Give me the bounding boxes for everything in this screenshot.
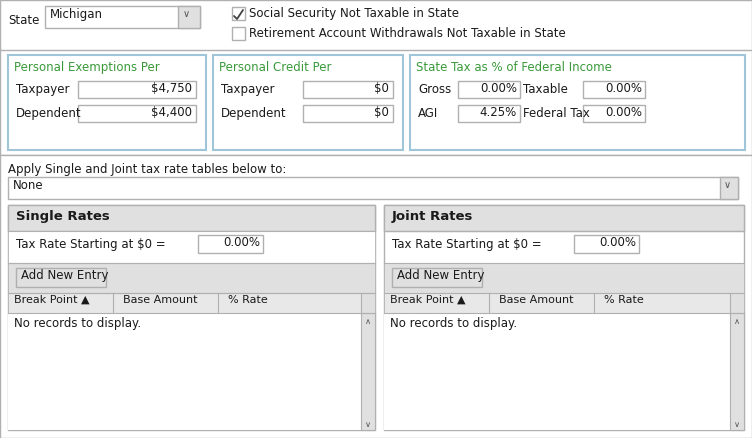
Bar: [198, 235, 263, 253]
Text: Social Security Not Taxable in State: Social Security Not Taxable in State: [249, 7, 459, 20]
Text: % Rate: % Rate: [604, 295, 644, 305]
Text: State: State: [8, 14, 39, 27]
Bar: [730, 293, 744, 313]
Bar: [8, 293, 375, 313]
Bar: [8, 55, 206, 150]
Bar: [574, 235, 639, 253]
Text: $4,400: $4,400: [151, 106, 192, 119]
Bar: [730, 313, 744, 430]
Text: ∨: ∨: [365, 420, 371, 429]
Text: ∧: ∧: [734, 317, 740, 326]
Bar: [8, 177, 738, 199]
Text: Tax Rate Starting at $0 =: Tax Rate Starting at $0 =: [16, 238, 165, 251]
Text: 0.00%: 0.00%: [599, 236, 636, 249]
Bar: [303, 81, 393, 98]
Text: Joint Rates: Joint Rates: [392, 210, 473, 223]
Text: ∧: ∧: [365, 317, 371, 326]
Bar: [232, 27, 245, 40]
Bar: [303, 105, 393, 122]
Text: Add New Entry: Add New Entry: [397, 269, 484, 282]
Text: ∨: ∨: [724, 180, 731, 190]
Text: Apply Single and Joint tax rate tables below to:: Apply Single and Joint tax rate tables b…: [8, 163, 287, 176]
Bar: [361, 293, 375, 313]
Text: Single Rates: Single Rates: [16, 210, 110, 223]
Text: 0.00%: 0.00%: [605, 106, 642, 119]
Text: Personal Exemptions Per: Personal Exemptions Per: [14, 61, 159, 74]
Bar: [16, 268, 106, 287]
Bar: [8, 205, 375, 430]
Bar: [232, 7, 245, 20]
Bar: [384, 205, 744, 430]
Text: ∨: ∨: [183, 9, 190, 19]
Bar: [8, 263, 375, 293]
Text: Break Point ▲: Break Point ▲: [390, 295, 465, 305]
Text: Base Amount: Base Amount: [123, 295, 198, 305]
Text: Base Amount: Base Amount: [499, 295, 574, 305]
Bar: [458, 81, 520, 98]
Text: Taxpayer: Taxpayer: [221, 83, 274, 96]
Text: Taxable: Taxable: [523, 83, 568, 96]
Text: Michigan: Michigan: [50, 8, 103, 21]
Text: Add New Entry: Add New Entry: [21, 269, 108, 282]
Bar: [0, 155, 752, 438]
Text: Federal Tax: Federal Tax: [523, 107, 590, 120]
Text: State Tax as % of Federal Income: State Tax as % of Federal Income: [416, 61, 612, 74]
Bar: [410, 55, 745, 150]
Bar: [178, 6, 200, 28]
Bar: [384, 205, 744, 231]
Text: Break Point ▲: Break Point ▲: [14, 295, 89, 305]
Text: Taxpayer: Taxpayer: [16, 83, 69, 96]
Text: Tax Rate Starting at $0 =: Tax Rate Starting at $0 =: [392, 238, 541, 251]
Bar: [384, 313, 730, 430]
Text: ∨: ∨: [734, 420, 740, 429]
Bar: [458, 105, 520, 122]
Text: No records to display.: No records to display.: [390, 317, 517, 330]
Bar: [361, 313, 375, 430]
Bar: [45, 6, 200, 28]
Text: Gross: Gross: [418, 83, 451, 96]
Text: $4,750: $4,750: [151, 82, 192, 95]
Bar: [213, 55, 403, 150]
Bar: [384, 293, 744, 313]
Text: % Rate: % Rate: [228, 295, 268, 305]
Text: 0.00%: 0.00%: [480, 82, 517, 95]
Bar: [78, 105, 196, 122]
Text: $0: $0: [374, 82, 389, 95]
Text: $0: $0: [374, 106, 389, 119]
Bar: [8, 231, 375, 263]
Bar: [8, 205, 375, 231]
Text: Dependent: Dependent: [221, 107, 287, 120]
Bar: [720, 177, 738, 199]
Text: 0.00%: 0.00%: [605, 82, 642, 95]
Bar: [78, 81, 196, 98]
Bar: [583, 81, 645, 98]
Text: Personal Credit Per: Personal Credit Per: [219, 61, 332, 74]
Text: None: None: [13, 179, 44, 192]
Bar: [384, 263, 744, 293]
Text: No records to display.: No records to display.: [14, 317, 141, 330]
Bar: [0, 0, 752, 155]
Text: 0.00%: 0.00%: [223, 236, 260, 249]
Text: Dependent: Dependent: [16, 107, 82, 120]
Text: 4.25%: 4.25%: [480, 106, 517, 119]
Text: Retirement Account Withdrawals Not Taxable in State: Retirement Account Withdrawals Not Taxab…: [249, 27, 566, 40]
Bar: [392, 268, 482, 287]
Bar: [8, 313, 361, 430]
Bar: [583, 105, 645, 122]
Text: AGI: AGI: [418, 107, 438, 120]
